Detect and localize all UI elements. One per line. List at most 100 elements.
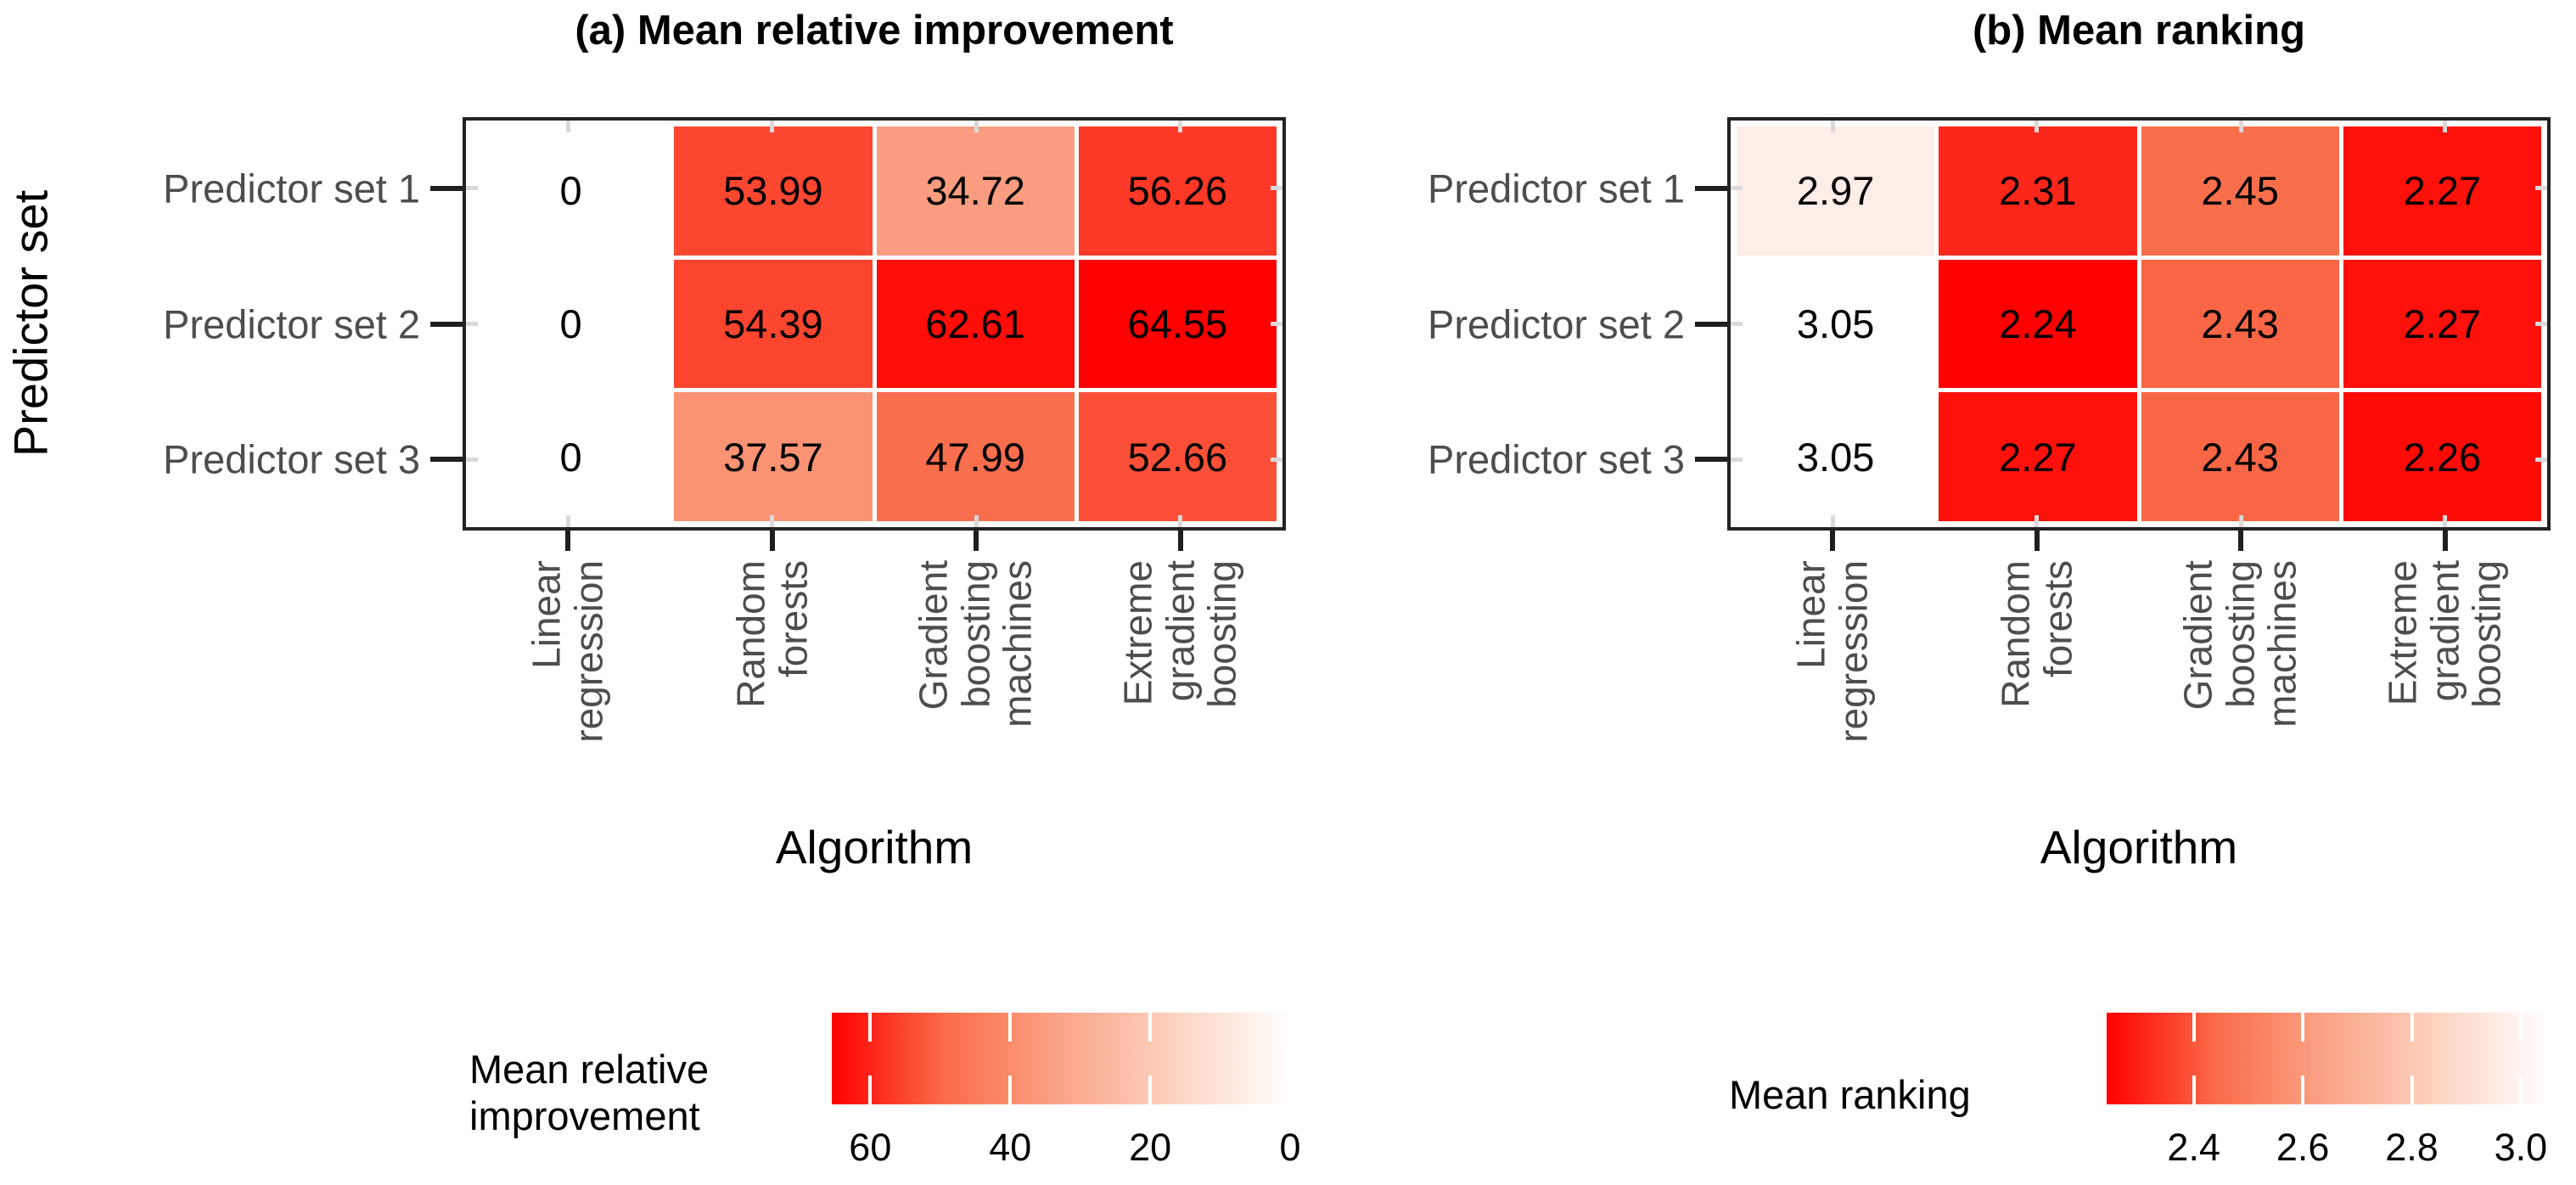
legend-tick	[1148, 1075, 1153, 1104]
minor-tick-top	[2238, 121, 2243, 132]
heatmap-grid: 2.97 2.31 2.45 2.27 3.05 2.24 2.43 2.27 3.05 2.27…	[1731, 121, 2547, 527]
x-axis-tick	[2238, 531, 2244, 551]
column-label-text: Linear regression	[524, 560, 611, 743]
legend-tick	[1288, 1013, 1292, 1042]
legend-title: Mean ranking	[1729, 1072, 1971, 1117]
heatmap-cell: 2.97	[1737, 126, 1935, 256]
column-label-text: Random forests	[728, 560, 815, 708]
legend-tick	[2518, 1013, 2523, 1042]
x-axis-tick	[2034, 531, 2040, 551]
minor-tick-bottom	[1830, 515, 1835, 527]
heatmap-cell: 3.05	[1737, 259, 1935, 389]
minor-tick-top	[1830, 121, 1835, 132]
minor-tick-left	[1731, 186, 1743, 191]
legend-tick	[1008, 1075, 1013, 1104]
minor-tick-bottom	[770, 515, 775, 527]
heatmap-cell: 37.57	[674, 392, 873, 521]
minor-tick-right	[1271, 322, 1282, 326]
legend-tick	[1148, 1013, 1153, 1042]
legend-tick-label: 3.0	[2494, 1126, 2548, 1169]
row-label: Predictor set 3	[162, 436, 420, 482]
minor-tick-left	[466, 322, 478, 326]
column-label-text: Extreme gradient boosting	[1115, 560, 1244, 708]
minor-tick-bottom	[565, 515, 570, 527]
x-axis-title: Algorithm	[775, 821, 974, 873]
heatmap-cell: 2.45	[2141, 126, 2339, 256]
row-label: Predictor set 2	[162, 301, 420, 346]
column-label-text: Extreme gradient boosting	[2380, 560, 2509, 708]
x-axis-title: Algorithm	[2040, 821, 2238, 873]
minor-tick-top	[1178, 121, 1183, 132]
heatmap-cell: 52.66	[1078, 392, 1277, 521]
heatmap-cell: 2.27	[1939, 392, 2137, 521]
minor-tick-right	[2535, 186, 2547, 191]
row-label: Predictor set 2	[1427, 301, 1685, 346]
legend-tick-label: 60	[849, 1126, 892, 1169]
minor-tick-left	[1731, 322, 1743, 326]
legend-tick	[1008, 1013, 1013, 1042]
legend-title: Mean relative improvement	[469, 1047, 710, 1139]
legend-tick	[2301, 1075, 2305, 1104]
heatmap-cell: 47.99	[876, 392, 1075, 521]
heatmap-cell: 2.43	[2141, 259, 2339, 389]
panel-title: (b) Mean ranking	[1972, 8, 2306, 53]
x-axis-tick	[1830, 531, 1836, 551]
legend-tick-label: 40	[989, 1126, 1032, 1169]
minor-tick-bottom	[1178, 515, 1183, 527]
minor-tick-top	[2443, 121, 2448, 132]
x-axis-tick	[2442, 531, 2448, 551]
minor-tick-left	[466, 186, 478, 191]
heatmap-cell: 56.26	[1078, 126, 1277, 256]
y-axis-tick	[1695, 185, 1727, 191]
minor-tick-left	[1731, 457, 1743, 462]
minor-tick-top	[565, 121, 570, 132]
heatmap-plot: 2.97 2.31 2.45 2.27 3.05 2.24 2.43 2.27 3.05 2.27…	[1727, 117, 2551, 531]
panel-title: (a) Mean relative improvement	[575, 8, 1174, 53]
legend-tick-label: 0	[1279, 1126, 1301, 1169]
x-axis-tick	[974, 531, 979, 551]
legend-tick	[868, 1013, 873, 1042]
y-axis-tick	[430, 457, 463, 463]
legend-tick-label: 2.6	[2276, 1126, 2330, 1169]
minor-tick-top	[770, 121, 775, 132]
y-axis-tick	[1695, 321, 1727, 327]
y-axis-tick	[430, 185, 463, 191]
column-label-text: Linear regression	[1788, 560, 1876, 743]
heatmap-cell: 64.55	[1078, 259, 1277, 389]
minor-tick-left	[466, 457, 478, 462]
heatmap-cell: 3.05	[1737, 392, 1935, 521]
minor-tick-right	[2535, 457, 2547, 462]
legend-tick-label: 20	[1129, 1126, 1172, 1169]
heatmap-cell: 2.27	[2343, 126, 2541, 256]
legend-tick	[2410, 1013, 2414, 1042]
minor-tick-top	[974, 121, 979, 132]
panel-mean-ranking: (b) Mean ranking Predictor set 1 Predicto…	[1265, 0, 2576, 1185]
legend-tick-label: 2.8	[2385, 1126, 2439, 1169]
heatmap-cell: 62.61	[876, 259, 1075, 389]
heatmap-cell: 2.24	[1939, 259, 2137, 389]
legend-tick	[2301, 1013, 2305, 1042]
heatmap-plot: 0 53.99 34.72 56.26 0 54.39 62.61 64.55 0 37.57 47…	[463, 117, 1286, 531]
heatmap-cell: 2.43	[2141, 392, 2339, 521]
x-axis-tick	[769, 531, 775, 551]
legend-tick-label: 2.4	[2167, 1126, 2220, 1169]
minor-tick-top	[2034, 121, 2040, 132]
heatmap-cell: 0	[472, 126, 671, 256]
row-label: Predictor set 3	[1427, 436, 1685, 482]
column-label-text: Gradient boosting machines	[2175, 560, 2305, 727]
heatmap-cell: 2.26	[2343, 392, 2541, 521]
heatmap-cell: 0	[472, 392, 671, 521]
row-label: Predictor set 1	[162, 166, 420, 211]
x-axis-tick	[565, 531, 571, 551]
column-label-text: Gradient boosting machines	[911, 560, 1041, 727]
y-axis-tick	[430, 321, 463, 327]
panel-mean-relative-improvement: (a) Mean relative improvement Predictor …	[162, 8, 1301, 1169]
legend-colorbar	[2107, 1013, 2548, 1104]
minor-tick-bottom	[974, 515, 979, 527]
legend-colorbar	[832, 1013, 1292, 1104]
legend-tick	[868, 1075, 873, 1104]
heatmap-cell: 0	[472, 259, 671, 389]
legend-tick	[2518, 1075, 2523, 1104]
row-label: Predictor set 1	[1427, 166, 1685, 211]
